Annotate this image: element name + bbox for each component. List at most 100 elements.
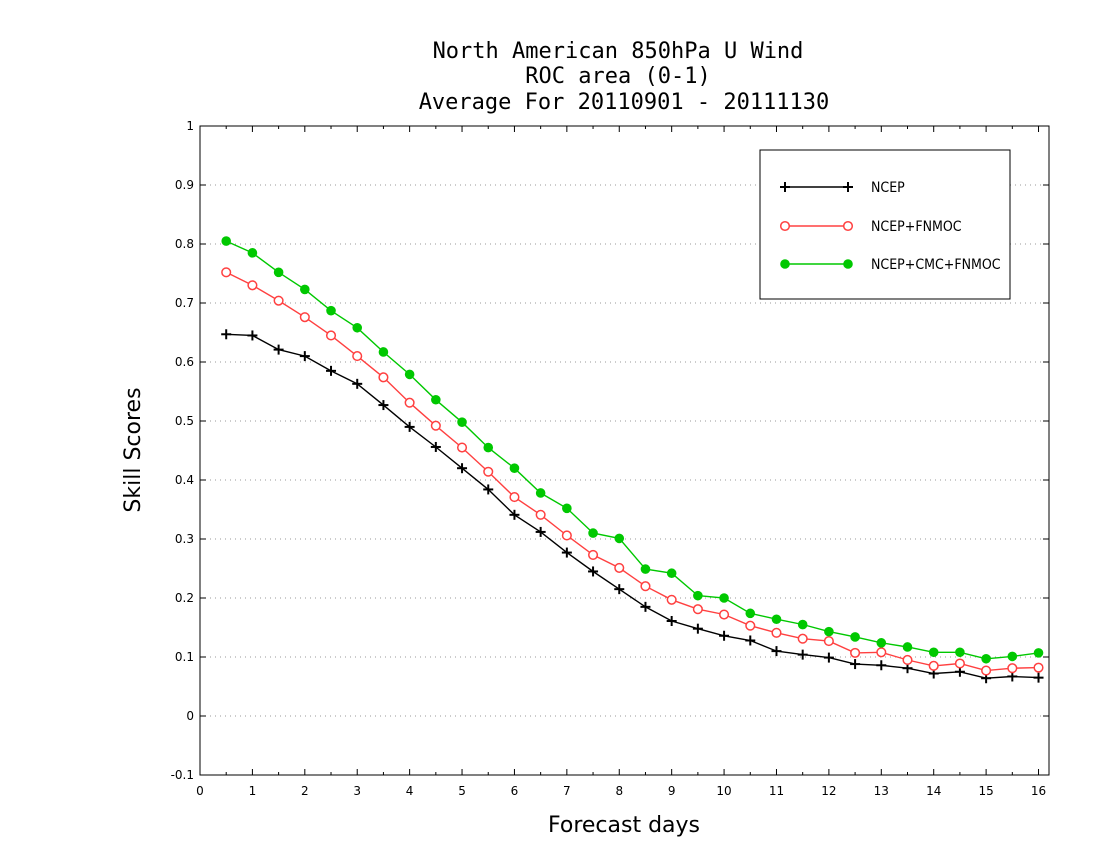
data-point — [483, 442, 494, 453]
data-point — [509, 509, 520, 520]
data-point — [823, 652, 834, 663]
y-tick-label: 0.8 — [175, 237, 194, 251]
data-point — [509, 463, 520, 474]
data-point — [771, 627, 782, 638]
data-point — [692, 604, 703, 615]
data-point — [719, 593, 729, 603]
legend-entry: NCEP+FNMOC — [779, 219, 962, 235]
data-point — [666, 568, 677, 579]
data-point — [352, 351, 363, 362]
plot-area — [199, 125, 1050, 776]
data-point — [1033, 662, 1044, 673]
x-tick-label: 12 — [821, 784, 836, 798]
x-axis-label: Forecast days — [548, 813, 700, 838]
legend-marker-end — [843, 182, 853, 192]
y-tick-label: 0.7 — [175, 296, 194, 310]
data-point — [300, 284, 310, 295]
data-point — [247, 330, 258, 341]
x-tick-label: 15 — [978, 784, 993, 798]
series-layer — [221, 236, 1044, 684]
data-point — [771, 614, 782, 625]
data-point — [273, 267, 284, 278]
data-point — [456, 442, 468, 453]
x-tick-label: 0 — [196, 784, 204, 798]
x-tick-label: 5 — [458, 784, 466, 798]
data-point — [692, 623, 703, 634]
axis-ticks: -0.100.10.20.30.40.50.60.70.80.910 1 2 3 4 5 6… — [171, 119, 1049, 798]
data-point — [693, 590, 703, 601]
data-point — [562, 503, 572, 514]
data-point — [640, 564, 651, 574]
data-point — [378, 372, 389, 383]
data-point — [588, 528, 598, 538]
x-tick-label: 13 — [874, 784, 889, 798]
series-line — [225, 271, 1039, 672]
data-point — [666, 616, 677, 627]
data-point — [404, 397, 415, 408]
chart-title: North American 850hPa U Wind ROC area (0… — [419, 39, 830, 115]
legend: NCEP NCEP+FNMOC NCEP+CMC+FNMOC — [759, 149, 1011, 300]
data-point — [823, 636, 834, 647]
y-tick-label: 0 — [186, 709, 194, 723]
data-point — [876, 647, 887, 658]
data-point — [299, 312, 310, 323]
data-point — [640, 581, 651, 592]
data-point — [719, 630, 730, 641]
data-point — [325, 330, 337, 341]
data-point — [299, 351, 310, 362]
legend-entry: NCEP — [780, 180, 905, 196]
y-tick-label: 0.4 — [175, 473, 194, 487]
data-point — [221, 267, 232, 278]
data-point — [797, 619, 808, 630]
legend-marker-end — [842, 220, 854, 232]
y-tick-label: 0.9 — [175, 178, 194, 192]
legend-box — [759, 149, 1011, 300]
data-point — [430, 441, 441, 452]
data-point — [850, 632, 860, 642]
x-tick-label: 9 — [668, 784, 676, 798]
data-point — [221, 236, 232, 246]
data-point — [1033, 672, 1044, 683]
data-point — [876, 638, 887, 648]
data-point — [457, 417, 467, 427]
data-point — [902, 654, 913, 666]
data-point — [745, 608, 756, 619]
data-point — [1007, 663, 1018, 674]
data-point — [954, 658, 965, 669]
data-point — [509, 492, 520, 503]
data-point — [352, 322, 363, 333]
data-point — [614, 562, 625, 573]
data-point — [666, 594, 677, 605]
legend-label: NCEP+CMC+FNMOC — [871, 257, 1001, 273]
chart-title-line-2: ROC area (0-1) — [525, 64, 710, 89]
legend-entry: NCEP+CMC+FNMOC — [780, 257, 1001, 273]
data-point — [981, 653, 991, 664]
y-tick-label: 1 — [186, 119, 194, 133]
y-tick-label: 0.2 — [175, 591, 194, 605]
data-point — [483, 484, 494, 495]
data-point — [588, 566, 599, 577]
data-point — [273, 295, 284, 306]
data-point — [483, 466, 494, 477]
data-point — [430, 420, 441, 431]
x-tick-label: 1 — [249, 784, 257, 798]
x-tick-label: 4 — [406, 784, 414, 798]
x-tick-label: 8 — [615, 784, 623, 798]
data-point — [535, 526, 546, 537]
x-tick-label: 3 — [353, 784, 361, 798]
data-point — [535, 488, 546, 498]
data-point — [614, 533, 625, 544]
data-point — [273, 344, 284, 355]
data-point — [981, 665, 992, 676]
data-point — [378, 400, 389, 411]
data-point — [588, 549, 599, 560]
chart-title-line-3: Average For 20110901 - 20111130 — [419, 90, 830, 115]
data-point — [719, 609, 730, 620]
legend-marker-start — [780, 259, 790, 269]
data-point — [326, 365, 337, 376]
data-point — [928, 660, 939, 671]
series-ncep-cmc-fnmoc — [221, 236, 1044, 664]
x-tick-label: 10 — [716, 784, 731, 798]
data-point — [797, 633, 808, 644]
